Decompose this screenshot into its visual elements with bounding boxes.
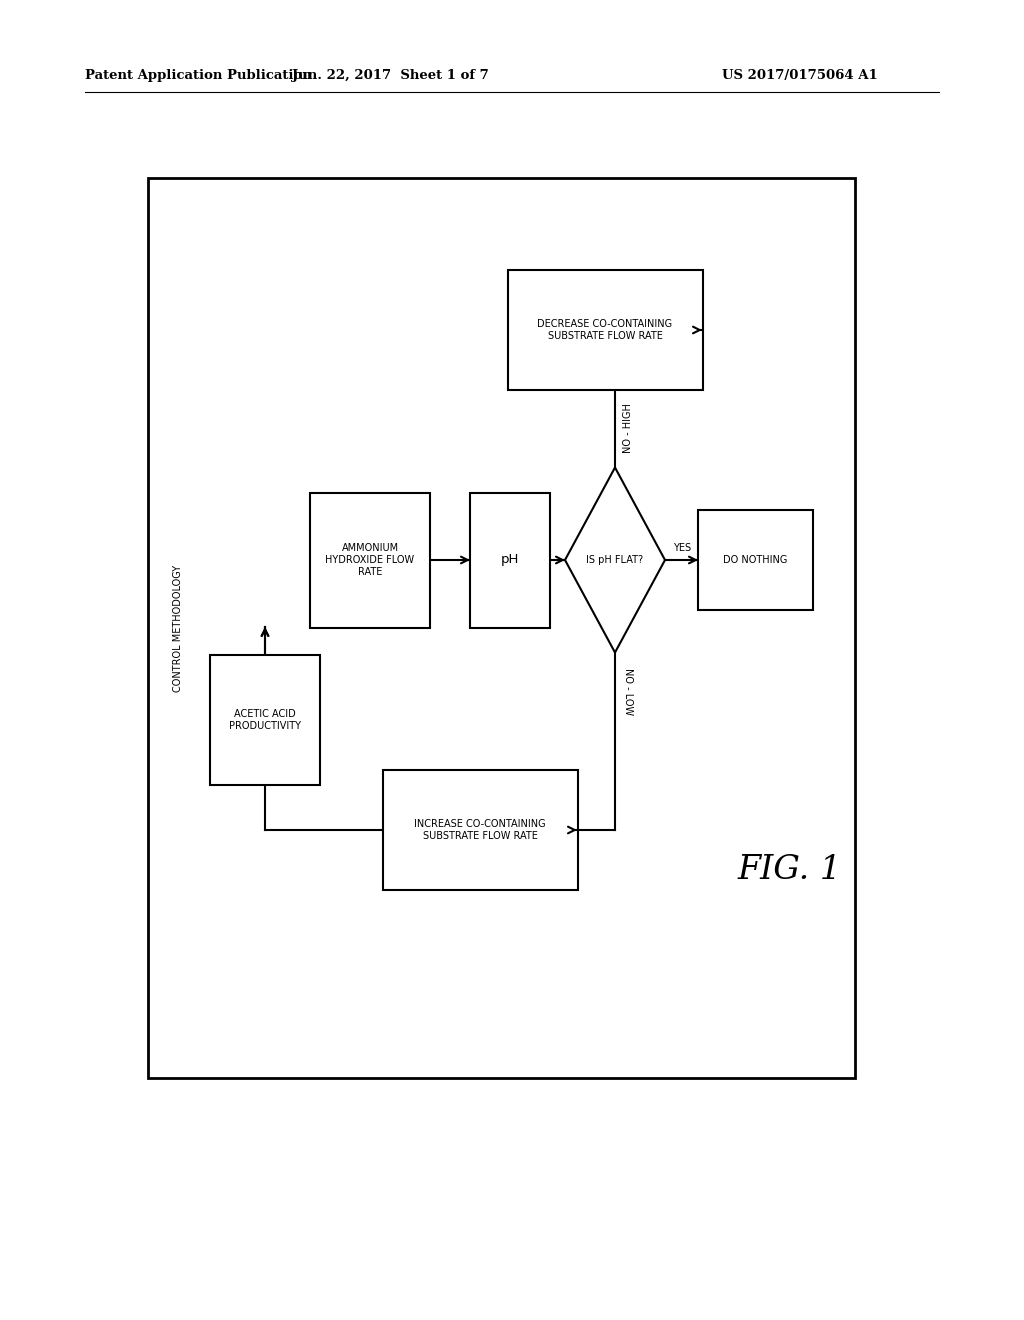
Text: NO - LOW: NO - LOW — [623, 668, 633, 715]
Text: CONTROL METHODOLOGY: CONTROL METHODOLOGY — [173, 565, 183, 692]
Bar — [148, 178, 855, 1078]
Bar — [383, 770, 578, 890]
Text: US 2017/0175064 A1: US 2017/0175064 A1 — [722, 69, 878, 82]
Text: NO - HIGH: NO - HIGH — [623, 403, 633, 453]
Text: FIG. 1: FIG. 1 — [738, 854, 842, 886]
Text: pH: pH — [501, 553, 519, 566]
Text: ACETIC ACID
PRODUCTIVITY: ACETIC ACID PRODUCTIVITY — [229, 709, 301, 731]
Text: INCREASE CO-CONTAINING
SUBSTRATE FLOW RATE: INCREASE CO-CONTAINING SUBSTRATE FLOW RA… — [414, 820, 546, 841]
Text: AMMONIUM
HYDROXIDE FLOW
RATE: AMMONIUM HYDROXIDE FLOW RATE — [326, 544, 415, 577]
Bar — [310, 492, 430, 627]
Polygon shape — [565, 467, 665, 652]
Bar — [697, 510, 812, 610]
Text: YES: YES — [673, 543, 691, 553]
Text: Jun. 22, 2017  Sheet 1 of 7: Jun. 22, 2017 Sheet 1 of 7 — [292, 69, 488, 82]
Text: DECREASE CO-CONTAINING
SUBSTRATE FLOW RATE: DECREASE CO-CONTAINING SUBSTRATE FLOW RA… — [538, 319, 673, 341]
Text: Patent Application Publication: Patent Application Publication — [85, 69, 311, 82]
Text: IS pH FLAT?: IS pH FLAT? — [587, 554, 643, 565]
Bar — [470, 492, 550, 627]
Bar — [508, 271, 702, 389]
Bar — [210, 655, 319, 785]
Text: DO NOTHING: DO NOTHING — [723, 554, 787, 565]
